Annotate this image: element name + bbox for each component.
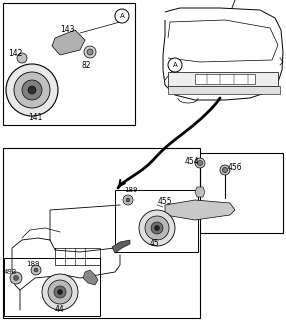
Text: 44: 44: [55, 306, 65, 315]
Text: 142: 142: [8, 49, 22, 58]
Text: 456: 456: [228, 164, 243, 172]
Text: 143: 143: [60, 25, 74, 34]
Circle shape: [14, 72, 50, 108]
Circle shape: [220, 165, 230, 175]
Circle shape: [13, 276, 19, 281]
Bar: [168, 86, 280, 94]
Polygon shape: [165, 200, 235, 220]
Text: 455: 455: [158, 197, 173, 206]
Bar: [168, 72, 278, 86]
Polygon shape: [83, 270, 98, 285]
Text: 454: 454: [185, 156, 200, 165]
Circle shape: [87, 49, 93, 55]
Circle shape: [48, 280, 72, 304]
Circle shape: [17, 53, 27, 63]
Text: 141: 141: [28, 114, 42, 123]
Bar: [3, 148, 200, 318]
Text: 189: 189: [124, 187, 138, 193]
Circle shape: [31, 265, 41, 275]
Text: A: A: [120, 13, 124, 19]
Text: 189: 189: [26, 261, 39, 267]
Bar: [195, 74, 255, 84]
Circle shape: [123, 195, 133, 205]
Circle shape: [6, 64, 58, 116]
Circle shape: [126, 198, 130, 202]
Polygon shape: [112, 240, 130, 253]
Circle shape: [84, 46, 96, 58]
Circle shape: [154, 226, 160, 230]
Circle shape: [168, 58, 182, 72]
Polygon shape: [52, 30, 85, 55]
Circle shape: [57, 290, 63, 294]
Circle shape: [54, 286, 66, 298]
Circle shape: [42, 274, 78, 310]
Text: 45: 45: [150, 239, 160, 249]
Text: A: A: [173, 62, 177, 68]
Circle shape: [145, 216, 169, 240]
Circle shape: [10, 272, 22, 284]
Text: 493: 493: [4, 269, 17, 275]
Circle shape: [195, 158, 205, 168]
Bar: [4, 258, 100, 316]
Circle shape: [198, 161, 202, 165]
Bar: [115, 190, 198, 252]
Circle shape: [139, 210, 175, 246]
Bar: [155, 153, 283, 233]
Circle shape: [34, 268, 38, 272]
Circle shape: [223, 167, 227, 172]
Circle shape: [28, 86, 36, 94]
Circle shape: [22, 80, 42, 100]
Bar: [3, 3, 135, 125]
Circle shape: [151, 222, 163, 234]
Circle shape: [115, 9, 129, 23]
Text: 82: 82: [82, 60, 92, 69]
Polygon shape: [195, 187, 205, 197]
